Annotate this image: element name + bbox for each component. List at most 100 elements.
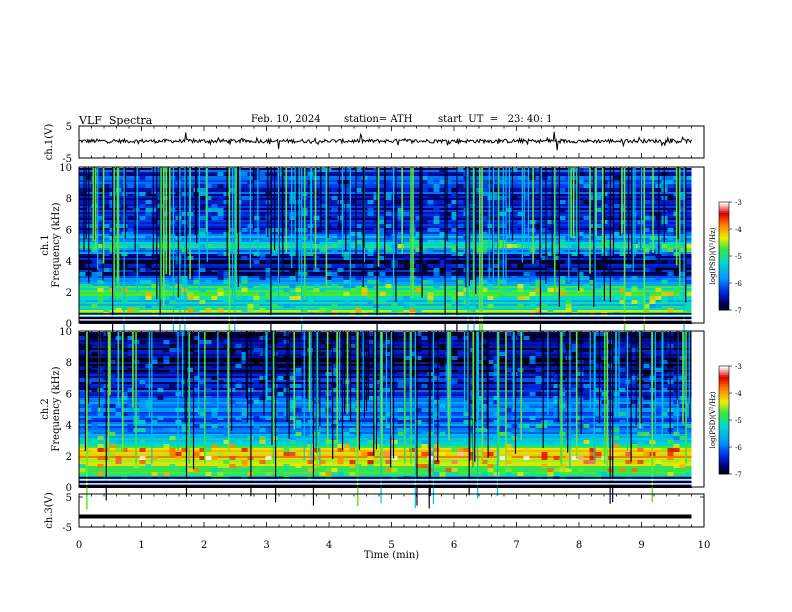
ch2-spectrogram-cell [415, 404, 422, 408]
ch1-spectrogram-cell [451, 200, 458, 204]
ch1-spectrogram-cell [559, 216, 566, 220]
ch1-spectrogram-colorbar-step [719, 227, 729, 230]
ch2-spectrogram-cell [643, 396, 650, 400]
ch2-spectrogram-cell [343, 380, 350, 384]
ch2-spectrogram-colorbar-step [719, 378, 729, 381]
ch1-spectrogram-cell [475, 212, 482, 216]
ch2-spectrogram-cell [127, 408, 134, 412]
ch1-spectrogram-cell [451, 252, 458, 256]
ch1-spectrogram-cell [289, 220, 296, 224]
ch1-spectrogram-row [79, 272, 692, 274]
ch2-spectrogram-cell [451, 448, 458, 452]
ch2-spectrogram-colorbar-step [719, 371, 729, 374]
ch1-spectrogram-cell [313, 176, 320, 180]
ch1-spectrogram-cell [343, 280, 350, 284]
ch2-spectrogram-cell [163, 340, 170, 344]
ch1-spectrogram-cell [511, 244, 518, 248]
ch1-spectrogram-frame-top [78, 166, 705, 324]
ch2-spectrogram-cell [295, 372, 302, 376]
ch2-spectrogram-cell [139, 400, 146, 404]
ch2-spectrogram-burst [683, 331, 685, 397]
ch1-spectrogram-cell [331, 208, 338, 212]
ch1-spectrogram-ytick-label: 2 [66, 288, 72, 299]
ch2-spectrogram-cell [151, 456, 158, 460]
ch1-spectrogram-burst [116, 167, 119, 283]
ch1-spectrogram-colorbar-step [719, 268, 729, 271]
ch1-spectrogram-cell [667, 260, 674, 264]
ch1-spectrogram-ytick-label: 0 [66, 319, 72, 330]
ch1-spectrogram-burst [205, 167, 208, 233]
ch2-spectrogram-cell [493, 396, 500, 400]
ch2-spectrogram-cell [505, 468, 512, 472]
ch2-spectrogram-burst [312, 331, 315, 506]
ch1-spectrogram-cell [385, 216, 392, 220]
ch2-spectrogram-cell [523, 384, 530, 388]
ch2-spectrogram-cell [577, 472, 584, 476]
ch1-spectrogram-cell [253, 260, 260, 264]
ch1-spectrogram-cell [517, 176, 524, 180]
ch1-spectrogram-burst [159, 167, 161, 336]
ch1-spectrogram-burst [609, 167, 611, 303]
ch1-spectrogram-cell [385, 268, 392, 272]
ch2-spectrogram-cell [541, 464, 548, 468]
ch1-spectrogram-burst [627, 167, 630, 265]
ch1-spectrogram-colorbar-step [719, 297, 729, 300]
ch1-spectrogram-cell [667, 228, 674, 232]
ch2-spectrogram-cell [553, 400, 560, 404]
ch2-spectrogram-cell [595, 364, 602, 368]
ch1-spectrogram-cell [589, 276, 596, 280]
ch1-spectrogram-cell [583, 284, 590, 288]
ch2-spectrogram-cell [661, 468, 668, 472]
ch2-spectrogram-cell [415, 384, 422, 388]
ch2-spectrogram-cell [127, 416, 134, 420]
ch2-spectrogram-cell [367, 460, 374, 464]
ch1-spectrogram-cell [547, 308, 554, 312]
ch2-spectrogram-cell [565, 468, 572, 472]
ch1-spectrogram-cell [583, 252, 590, 256]
ch2-spectrogram-cell [271, 356, 278, 360]
ch2-spectrogram-burst [151, 331, 153, 464]
ch1-spectrogram-cell [151, 220, 158, 224]
ch2-spectrogram-burst [336, 331, 338, 403]
ch1-spectrogram-cell [511, 180, 518, 184]
ch2-spectrogram-cell [535, 376, 542, 380]
ch2-spectrogram-cell [91, 388, 98, 392]
ch2-spectrogram-cell [145, 464, 152, 468]
ch1-spectrogram-cell [313, 216, 320, 220]
ch2-spectrogram-row [79, 432, 692, 434]
ch1-spectrogram-cell [505, 224, 512, 228]
ch2-spectrogram-cell [619, 348, 626, 352]
ch1-spectrogram-cell [487, 240, 494, 244]
ch1-spectrogram-cell [547, 264, 554, 268]
ch1-spectrogram-cell [421, 248, 428, 252]
ch1-spectrogram-cell [667, 196, 674, 200]
ch1-spectrogram-cell [91, 248, 98, 252]
ch1-spectrogram-colorbar-step [719, 281, 729, 284]
ch2-spectrogram-cell [169, 352, 176, 356]
ch2-spectrogram-cell [433, 472, 440, 476]
ch2-spectrogram-cell [583, 388, 590, 392]
ch2-spectrogram-cell [325, 392, 332, 396]
ch2-spectrogram-cell [415, 340, 422, 344]
ch2-spectrogram-cell [319, 404, 326, 408]
ch2-spectrogram-cell [211, 344, 218, 348]
ch2-spectrogram-burst [204, 331, 206, 464]
ch1-spectrogram-cell [205, 244, 212, 248]
ch2-spectrogram-cell [547, 420, 554, 424]
ch2-spectrogram-cell [223, 352, 230, 356]
ch2-spectrogram-cell [223, 384, 230, 388]
ch1-spectrogram-cell [649, 256, 656, 260]
ch1-spectrogram-cell [511, 248, 518, 252]
ch2-spectrogram-cell [205, 472, 212, 476]
ch1-spectrogram-cell [415, 216, 422, 220]
ch2-spectrogram-cell [493, 360, 500, 364]
ch1-spectrogram-cell [379, 272, 386, 276]
ch1-spectrogram-cell [613, 292, 620, 296]
ch1-spectrogram-cell [505, 192, 512, 196]
ch1-spectrogram-burst [623, 167, 626, 334]
ch1-spectrogram-cell [319, 248, 326, 252]
ch2-spectrogram-cell [367, 464, 374, 468]
ch1-spectrogram-cell [445, 288, 452, 292]
ch1-spectrogram-burst [349, 167, 351, 290]
